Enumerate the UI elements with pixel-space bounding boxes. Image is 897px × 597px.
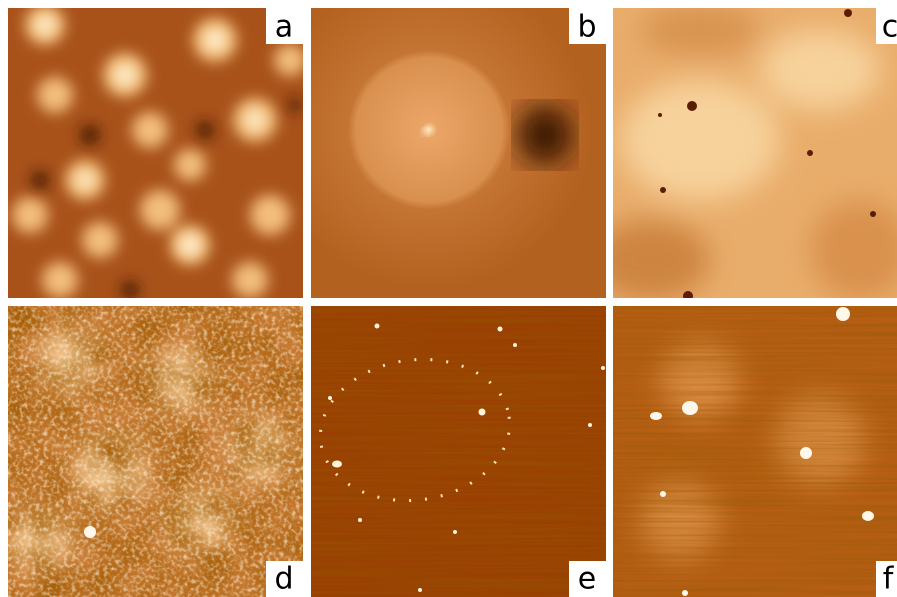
panel-e xyxy=(311,306,606,597)
panel-label: d xyxy=(274,562,293,597)
panel-label: b xyxy=(577,10,596,45)
panel-b xyxy=(311,8,606,298)
panel-label: a xyxy=(275,10,293,45)
panel-label: e xyxy=(578,562,596,597)
panel-label: f xyxy=(883,562,895,597)
panel-d xyxy=(8,306,303,597)
panel-a xyxy=(8,5,306,299)
panel-c xyxy=(590,5,897,301)
panel-label: c xyxy=(882,10,897,45)
figure: a b c d xyxy=(0,0,897,597)
panel-f xyxy=(613,306,897,597)
